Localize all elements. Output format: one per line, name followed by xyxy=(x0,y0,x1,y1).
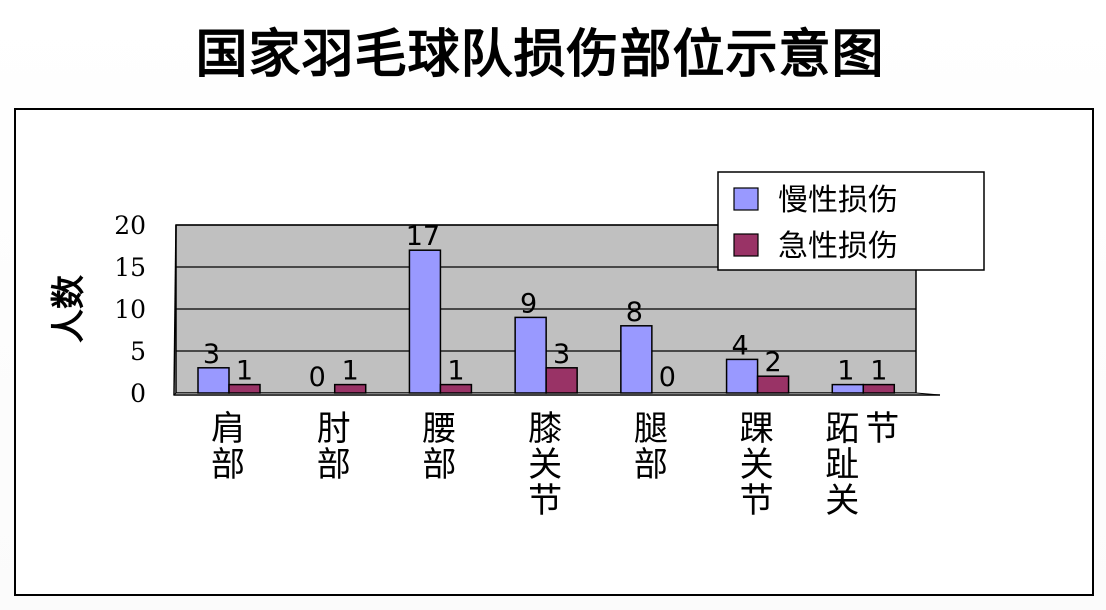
bar-acute xyxy=(862,383,896,394)
x-category-label: 踝关节 xyxy=(740,409,774,521)
legend-swatch xyxy=(733,187,759,211)
x-category-label: 腰部 xyxy=(422,409,456,485)
bar-acute xyxy=(756,375,790,394)
data-label: 0 xyxy=(309,362,326,393)
x-category-label-text: 节 xyxy=(865,409,899,449)
data-label: 1 xyxy=(837,356,854,387)
bar-chronic xyxy=(408,249,442,394)
data-label: 1 xyxy=(447,356,464,387)
bar-chronic xyxy=(725,358,759,394)
x-category-label: 肘部 xyxy=(317,409,351,485)
x-category-label-text: 肩部 xyxy=(211,409,245,485)
bar-acute xyxy=(228,383,261,394)
data-label: 1 xyxy=(342,356,359,387)
y-tick-label: 15 xyxy=(114,253,146,282)
data-label: 3 xyxy=(203,339,220,370)
data-label: 1 xyxy=(236,356,253,387)
data-label: 0 xyxy=(659,362,676,393)
data-label: 3 xyxy=(553,339,570,370)
page-title: 国家羽毛球队损伤部位示意图 xyxy=(195,25,885,85)
bar-chronic xyxy=(514,316,547,394)
y-tick-label: 5 xyxy=(130,337,146,366)
y-axis-line xyxy=(173,224,177,396)
bar-acute xyxy=(333,383,367,394)
legend-box xyxy=(717,171,985,271)
data-label: 4 xyxy=(731,330,748,361)
bar-chronic xyxy=(620,325,653,394)
x-category-label-text: 腿部 xyxy=(634,409,668,485)
x-category-label: 膝关节 xyxy=(528,409,562,521)
y-tick-label: 0 xyxy=(130,379,146,408)
bar-chronic xyxy=(197,367,230,394)
data-label: 17 xyxy=(406,221,440,252)
x-category-label-text: 膝关节 xyxy=(528,409,562,521)
data-label: 2 xyxy=(764,347,781,378)
x-category-label-text: 肘部 xyxy=(317,409,351,485)
bar-acute xyxy=(439,383,473,394)
legend-swatch xyxy=(733,233,759,257)
bar-acute xyxy=(545,367,578,394)
data-label: 9 xyxy=(520,288,537,319)
x-category-label: 腿部 xyxy=(634,409,668,485)
y-tick-label: 10 xyxy=(114,295,146,324)
legend-label: 急性损伤 xyxy=(778,229,898,264)
x-category-label: 肩部 xyxy=(211,409,245,485)
x-category-label-text: 跖趾关 xyxy=(825,409,859,521)
x-category-label-text: 踝关节 xyxy=(740,409,774,521)
x-category-label-text: 腰部 xyxy=(422,409,456,485)
y-tick-label: 20 xyxy=(114,211,146,240)
data-label: 1 xyxy=(870,356,887,387)
data-label: 8 xyxy=(626,297,643,328)
legend-label: 慢性损伤 xyxy=(778,183,898,218)
y-axis-title: 人数 xyxy=(49,275,89,343)
